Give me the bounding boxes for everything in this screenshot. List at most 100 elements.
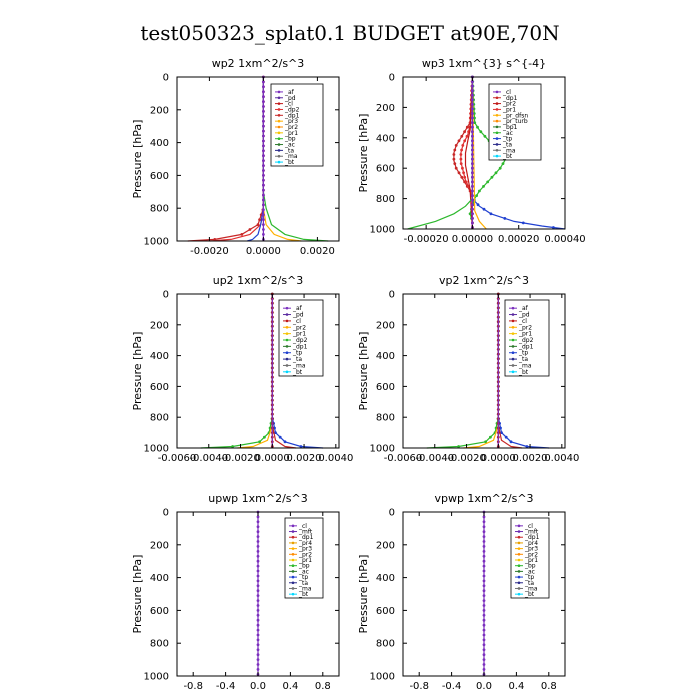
series-marker	[248, 228, 252, 231]
x-tick-label: 0.00020	[498, 234, 539, 245]
x-tick-label: -0.4	[216, 681, 236, 692]
series-marker	[479, 130, 483, 134]
series-marker	[462, 171, 465, 175]
y-axis-label: Pressure [hPa]	[131, 332, 144, 411]
series-marker	[273, 426, 276, 430]
series-marker	[482, 530, 486, 534]
series-marker	[476, 125, 479, 129]
series-marker	[258, 218, 261, 222]
series-marker	[262, 144, 265, 148]
plot-frame	[176, 293, 340, 449]
legend-marker	[495, 113, 499, 117]
y-tick-label: 0	[163, 508, 169, 519]
series-marker	[256, 604, 260, 607]
legend-entry: _bp1	[502, 124, 518, 131]
x-tick-label: -0.0060	[384, 453, 423, 464]
series-marker	[256, 525, 260, 529]
series-marker	[256, 623, 260, 627]
series-marker	[256, 550, 260, 553]
legend-entry: _tp	[502, 136, 512, 143]
y-tick-label: 800	[150, 639, 169, 650]
legend: _cl_dp1_pr2_pr1_pr_dfsn_pr_turb_bp1_ac_t…	[488, 83, 542, 161]
legend-entry: _bt	[298, 591, 309, 598]
series-marker	[262, 119, 265, 123]
series-marker	[459, 157, 463, 161]
y-tick-label: 200	[150, 540, 169, 551]
legend-marker	[517, 535, 521, 539]
series-marker	[256, 515, 260, 519]
y-tick-label: 1000	[144, 237, 169, 248]
legend-entry: _pr1	[284, 130, 298, 137]
y-axis-label: Pressure [hPa]	[131, 120, 144, 199]
legend-marker	[291, 524, 295, 528]
x-tick-label: 0.4	[282, 681, 298, 692]
series-marker	[460, 148, 463, 152]
legend-marker	[277, 96, 281, 100]
legend-marker	[277, 154, 281, 158]
legend-marker	[511, 319, 515, 323]
legend-entry: _pr3	[284, 118, 298, 125]
legend-entry: _af	[292, 305, 303, 312]
legend-entry: _ta	[284, 147, 294, 154]
series-marker	[482, 559, 486, 563]
legend-entry: _pr3	[298, 546, 312, 553]
series-marker	[459, 162, 463, 166]
legend-marker	[511, 313, 515, 316]
legend-entry: _ta	[524, 580, 534, 587]
series-marker	[494, 171, 498, 175]
y-tick-label: 200	[150, 105, 169, 116]
legend-marker	[517, 530, 521, 533]
legend-marker	[495, 131, 499, 135]
legend-marker	[285, 338, 289, 342]
legend-entry: _cl	[518, 318, 527, 325]
legend-marker	[517, 547, 521, 550]
y-tick-label: 0	[389, 73, 395, 84]
series-marker	[482, 618, 486, 622]
series-marker	[256, 530, 260, 534]
y-tick-label: 200	[376, 103, 395, 114]
series-marker	[262, 90, 265, 94]
y-tick-label: 600	[150, 606, 169, 617]
legend: _af_pd_cl_pr2_pr1_dp2_dp1_tp_ta_ma_bt	[278, 299, 324, 377]
legend-marker	[517, 564, 521, 567]
series-marker	[231, 445, 235, 448]
x-tick-label: -0.8	[409, 681, 429, 692]
series-marker	[262, 164, 265, 168]
y-tick-label: 600	[376, 382, 395, 393]
legend-entry: _cl	[502, 89, 511, 96]
x-tick-label: 0.0040	[318, 453, 353, 464]
series-marker	[256, 520, 260, 524]
series-marker	[299, 445, 303, 448]
series-marker	[262, 178, 265, 182]
series-marker	[489, 435, 492, 439]
legend-entry: _dp1	[518, 343, 534, 350]
legend-entry: _bp	[524, 563, 536, 570]
series-marker	[262, 129, 265, 133]
series-marker	[482, 658, 486, 661]
legend-marker	[517, 581, 521, 585]
series-marker	[256, 668, 260, 671]
x-tick-label: 0.0020	[287, 453, 322, 464]
series-marker	[256, 564, 260, 568]
series-marker	[262, 100, 265, 103]
series-marker	[262, 139, 265, 143]
series-marker	[471, 189, 474, 193]
series-marker	[483, 134, 487, 138]
series-marker	[482, 564, 486, 568]
legend-entry: _pr2	[298, 551, 312, 558]
series-marker	[256, 658, 260, 661]
series-marker	[471, 221, 474, 225]
series-marker	[256, 554, 260, 558]
x-tick-label: 0.0	[250, 681, 266, 692]
legend-marker	[495, 102, 499, 105]
y-tick-label: 400	[376, 133, 395, 144]
series-marker	[464, 180, 468, 184]
series-marker	[262, 95, 265, 99]
legend-entry: _pd	[292, 312, 304, 319]
y-tick-label: 200	[376, 540, 395, 551]
legend-marker	[277, 149, 281, 152]
panels-group: wp2 1xm^2/s^3 Pressure [hPa] 0 200 400 600 800…	[131, 57, 586, 692]
legend-entry: _pr2	[292, 324, 306, 331]
series-marker	[463, 175, 467, 179]
legend-entry: _af	[518, 305, 529, 312]
